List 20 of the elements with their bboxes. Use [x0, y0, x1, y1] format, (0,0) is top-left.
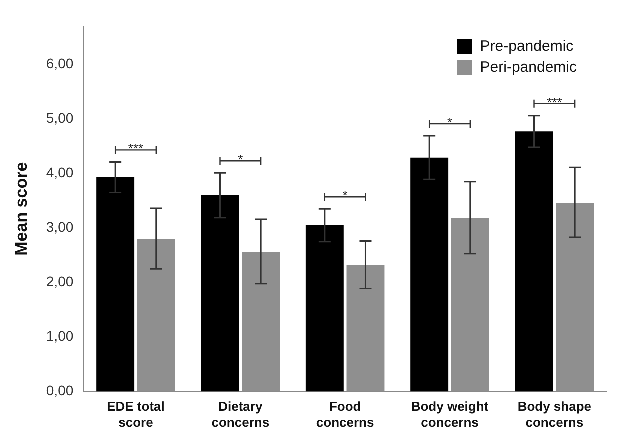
- y-tick-label: 2,00: [46, 274, 74, 290]
- y-tick-label: 6,00: [46, 55, 74, 72]
- x-tick-label: Dietary concerns: [212, 399, 270, 430]
- annotation: *: [447, 115, 453, 130]
- x-tick-label: Body weight concerns: [411, 399, 490, 430]
- annotation: ***: [547, 94, 562, 110]
- y-tick-label: 5,00: [46, 110, 74, 126]
- legend-label: Pre-pandemic: [480, 38, 574, 55]
- y-tick-label: 4,00: [46, 164, 74, 181]
- annotation: *: [238, 152, 244, 168]
- x-tick-label: EDE total score: [107, 399, 165, 430]
- legend-label: Peri-pandemic: [480, 59, 577, 76]
- y-axis-title: Mean score: [12, 162, 31, 256]
- y-tick-label: 3,00: [46, 219, 74, 236]
- x-tick-label: Body shape concerns: [518, 399, 592, 430]
- annotation: ***: [128, 141, 144, 156]
- y-tick-label: 0,00: [46, 382, 74, 399]
- y-tick-label: 1,00: [46, 328, 74, 344]
- x-tick-label: Food concerns: [316, 399, 374, 430]
- annotation: *: [342, 188, 348, 204]
